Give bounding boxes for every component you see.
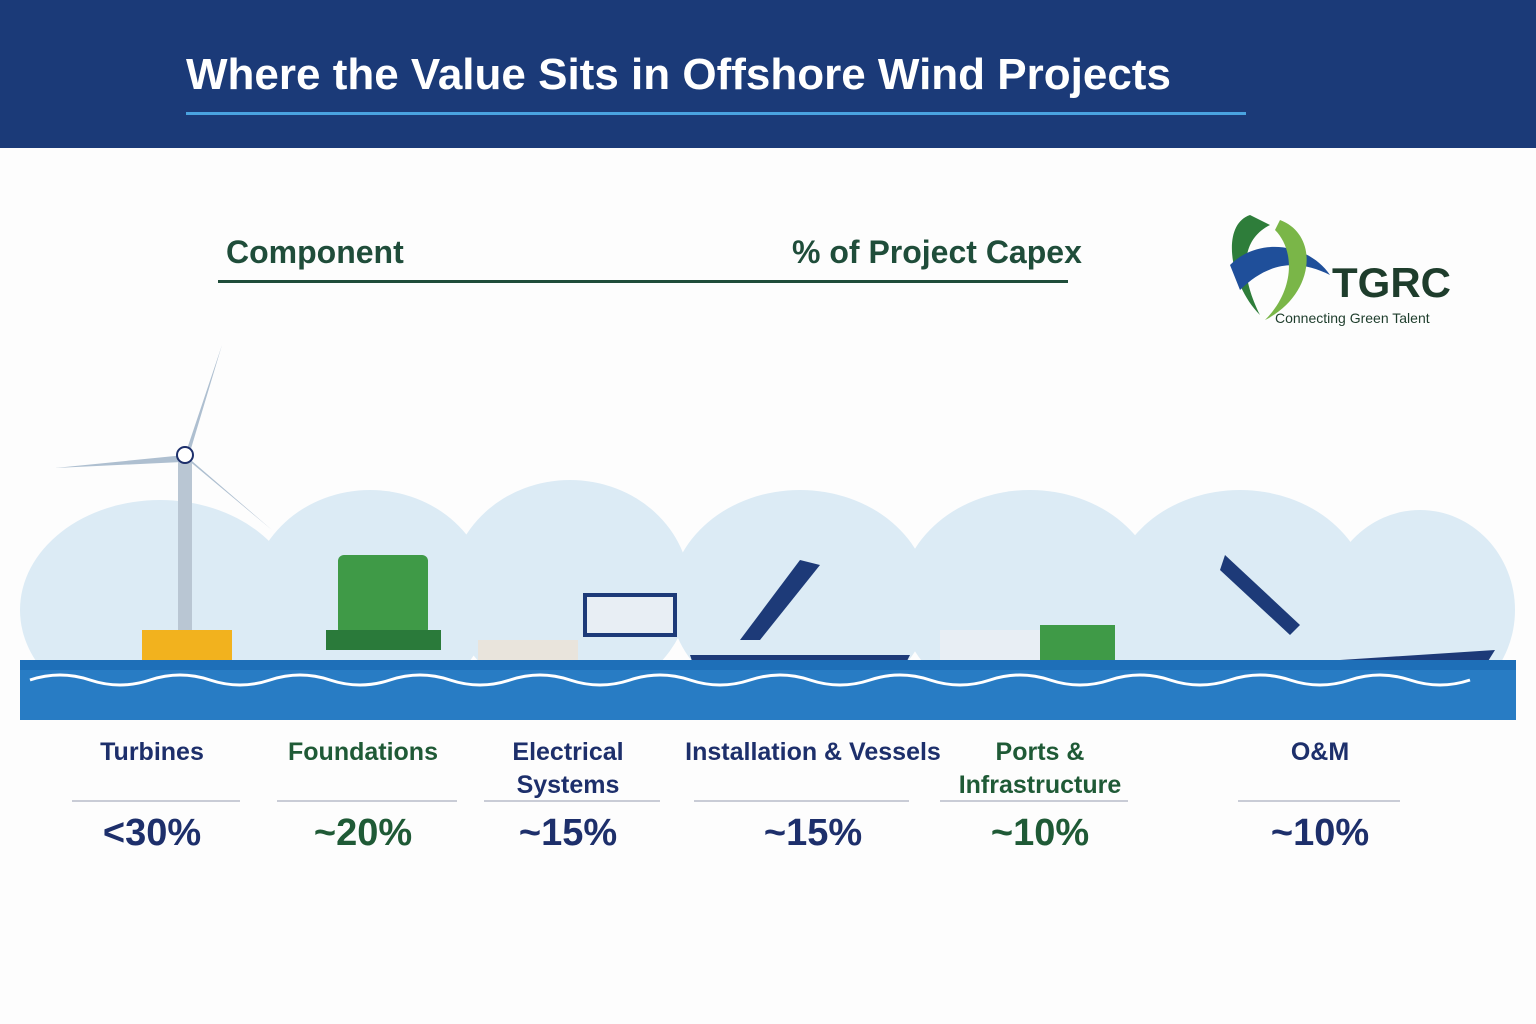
logo-name: TGRC xyxy=(1332,259,1451,306)
capex-share: ~20% xyxy=(313,812,413,854)
separator xyxy=(484,800,660,802)
component-label: Ports & Infrastructure xyxy=(958,738,1122,799)
illustration xyxy=(0,345,1536,740)
logo-tagline: Connecting Green Talent xyxy=(1275,310,1430,326)
capex-share: <30% xyxy=(102,812,202,854)
title-underline xyxy=(186,112,1246,115)
capex-share: ~15% xyxy=(763,812,863,854)
component-label: Turbines xyxy=(100,738,204,766)
logo: TGRC Connecting Green Talent xyxy=(1230,215,1451,326)
column-header: Component xyxy=(226,234,404,270)
separator xyxy=(1238,800,1400,802)
header-band xyxy=(0,0,1536,148)
capex-share: ~10% xyxy=(1270,812,1370,854)
separator xyxy=(940,800,1128,802)
component-label: Installation & Vessels xyxy=(685,738,941,766)
capex-share: ~15% xyxy=(518,812,618,854)
separator xyxy=(277,800,457,802)
capex-share: ~10% xyxy=(990,812,1090,854)
separator xyxy=(72,800,240,802)
header-rule xyxy=(218,280,1068,283)
column-header: % of Project Capex xyxy=(792,234,1082,270)
component-label: Electrical Systems xyxy=(512,738,624,799)
page-title: Where the Value Sits in Offshore Wind Pr… xyxy=(186,50,1171,99)
separator xyxy=(694,800,909,802)
component-label: Foundations xyxy=(288,738,438,766)
component-label: O&M xyxy=(1290,738,1350,766)
